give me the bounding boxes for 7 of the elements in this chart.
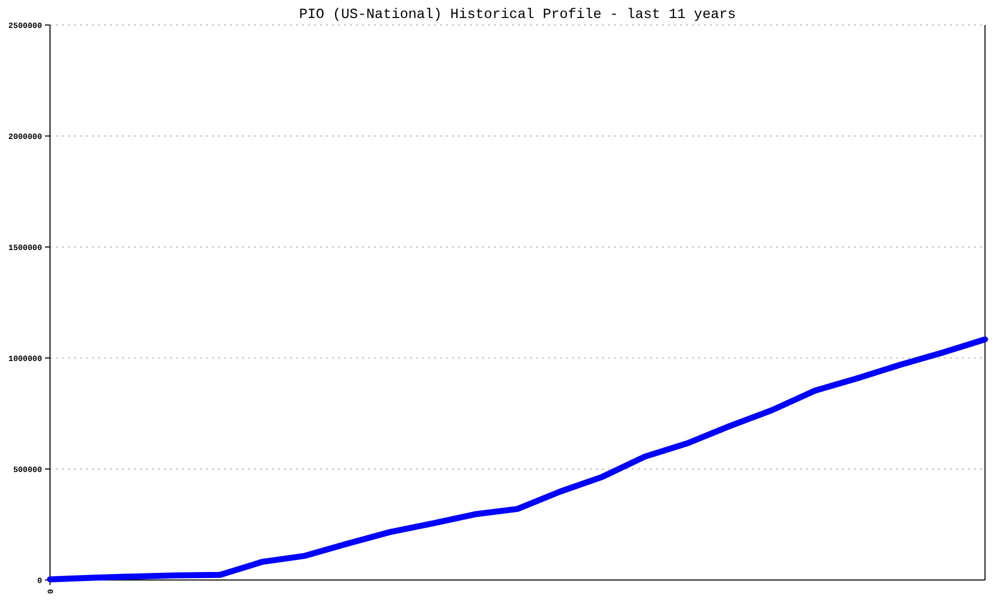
y-tick-label: 2000000 bbox=[8, 132, 42, 142]
chart-title: PIO (US-National) Historical Profile - last 11 years bbox=[299, 7, 736, 23]
y-tick-label: 1500000 bbox=[8, 244, 42, 253]
category-label: 0 bbox=[46, 589, 56, 594]
y-tick-label: 500000 bbox=[13, 466, 42, 475]
y-tick-label: 1000000 bbox=[8, 354, 42, 364]
y-tick-label: 2500000 bbox=[8, 22, 42, 31]
